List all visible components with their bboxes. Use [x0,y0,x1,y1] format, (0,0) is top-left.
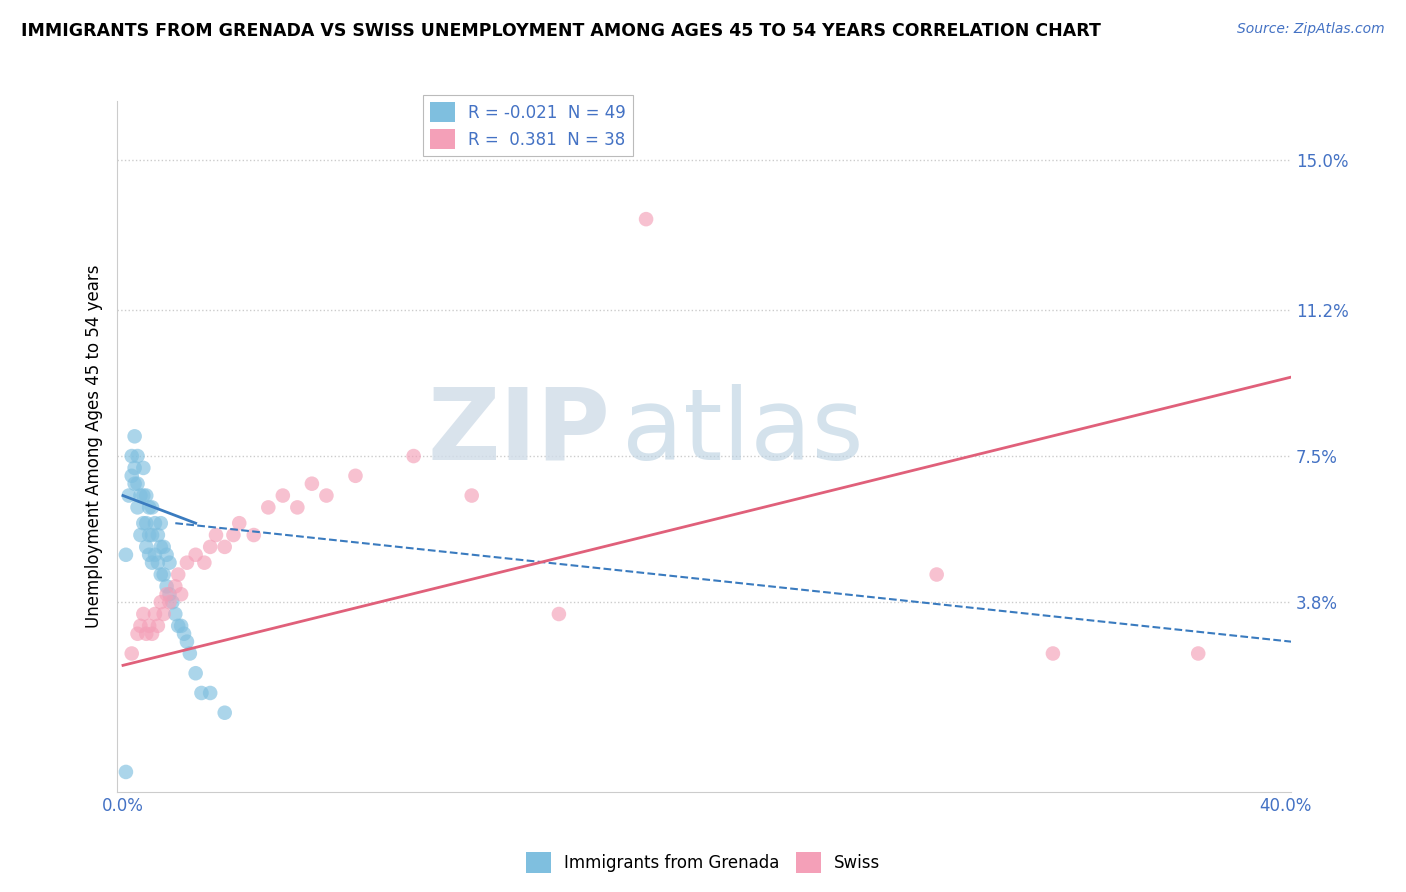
Point [193,556,215,570]
Point [124,476,146,491]
Point [135,540,157,554]
Point [129,619,152,633]
Point [149,540,172,554]
Point [124,429,146,443]
Point [925,567,948,582]
Point [118,489,141,503]
Point [146,556,169,570]
Point [165,607,187,621]
Point [214,540,236,554]
Point [141,528,163,542]
Point [271,489,294,503]
Point [159,587,181,601]
Point [127,626,149,640]
Point [127,476,149,491]
Text: ZIP: ZIP [427,384,610,481]
Point [214,706,236,720]
Point [184,666,207,681]
Point [152,540,174,554]
Point [138,528,160,542]
Point [141,626,163,640]
Point [115,764,138,779]
Point [222,528,245,542]
Point [167,567,190,582]
Point [176,556,198,570]
Point [146,528,169,542]
Point [162,595,184,609]
Point [285,500,308,515]
Point [141,556,163,570]
Point [205,528,228,542]
Point [127,449,149,463]
Point [141,500,163,515]
Point [257,500,280,515]
Point [129,528,152,542]
Point [132,461,155,475]
Point [138,619,160,633]
Point [173,626,195,640]
Point [315,489,337,503]
Point [129,489,152,503]
Point [143,516,166,531]
Point [636,212,658,227]
Point [402,449,425,463]
Point [548,607,571,621]
Point [190,686,212,700]
Text: atlas: atlas [621,384,863,481]
Point [146,619,169,633]
Point [149,567,172,582]
Point [344,468,367,483]
Point [155,548,177,562]
Point [115,548,138,562]
Point [132,489,155,503]
Point [1042,647,1064,661]
Point [1187,647,1209,661]
Point [159,556,181,570]
Point [127,500,149,515]
Point [184,548,207,562]
Point [198,686,221,700]
Point [135,489,157,503]
Point [121,468,143,483]
Legend: Immigrants from Grenada, Swiss: Immigrants from Grenada, Swiss [519,846,887,880]
Point [152,567,174,582]
Point [155,579,177,593]
Legend: R = -0.021  N = 49, R =  0.381  N = 38: R = -0.021 N = 49, R = 0.381 N = 38 [423,95,633,156]
Point [132,516,155,531]
Point [301,476,323,491]
Point [228,516,250,531]
Point [121,449,143,463]
Point [159,595,181,609]
Point [149,516,172,531]
Y-axis label: Unemployment Among Ages 45 to 54 years: Unemployment Among Ages 45 to 54 years [86,264,103,628]
Point [167,619,190,633]
Point [121,647,143,661]
Point [143,548,166,562]
Point [143,607,166,621]
Point [155,587,177,601]
Point [135,516,157,531]
Point [152,607,174,621]
Point [135,626,157,640]
Point [242,528,264,542]
Point [198,540,221,554]
Point [461,489,484,503]
Point [176,634,198,648]
Point [138,500,160,515]
Point [170,587,193,601]
Point [170,619,193,633]
Text: IMMIGRANTS FROM GRENADA VS SWISS UNEMPLOYMENT AMONG AGES 45 TO 54 YEARS CORRELAT: IMMIGRANTS FROM GRENADA VS SWISS UNEMPLO… [21,22,1101,40]
Point [179,647,201,661]
Point [138,548,160,562]
Point [149,595,172,609]
Point [165,579,187,593]
Text: Source: ZipAtlas.com: Source: ZipAtlas.com [1237,22,1385,37]
Point [124,461,146,475]
Point [132,607,155,621]
